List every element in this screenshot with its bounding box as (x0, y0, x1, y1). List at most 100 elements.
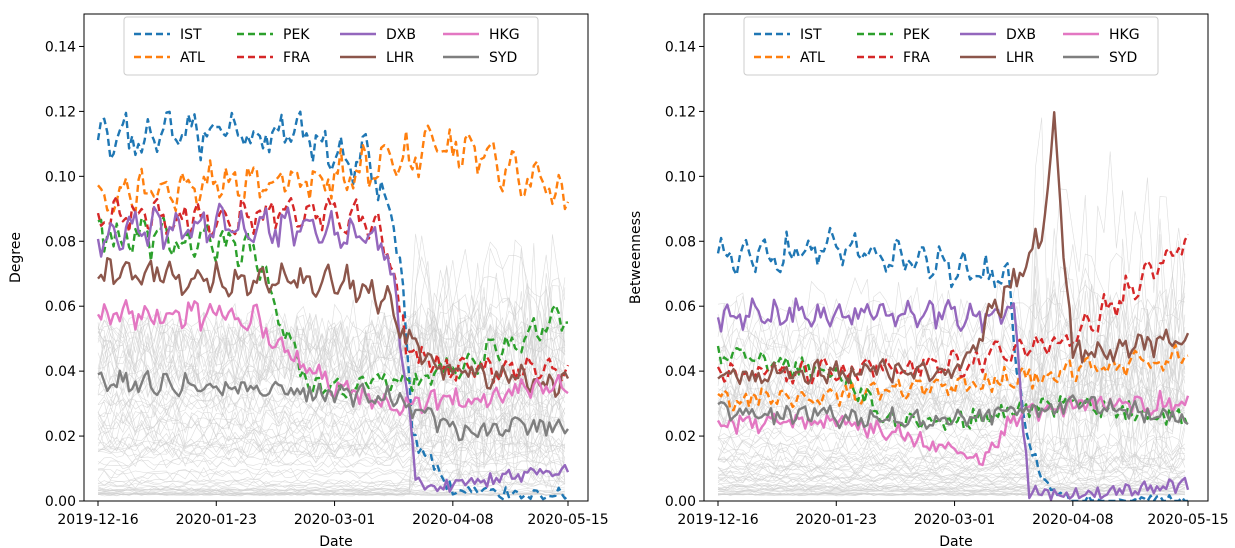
y-tick-label: 0.08 (45, 234, 76, 250)
legend-label-ist: IST (180, 27, 202, 43)
y-tick-label: 0.00 (665, 494, 696, 510)
background-line (97, 323, 566, 351)
background-line (717, 483, 1185, 491)
series-line-ist (96, 110, 569, 501)
x-tick-label: 2020-04-08 (1032, 512, 1113, 528)
series-line-dxb (96, 202, 570, 493)
legend: IST ATL PEK FRA DXB LHR HKG SYD (743, 16, 1159, 76)
series-line-lhr (97, 257, 570, 398)
background-line (717, 450, 1185, 465)
legend-label-dxb: DXB (386, 27, 416, 43)
y-tick-label: 0.10 (45, 169, 76, 185)
legend-label-hkg: HKG (1109, 27, 1140, 43)
legend-label-hkg: HKG (489, 27, 520, 43)
background-line (717, 463, 1185, 472)
background-line (97, 315, 566, 387)
y-axis-label: Degree (8, 232, 24, 283)
plot-area (716, 111, 1190, 501)
background-line (717, 488, 1185, 492)
y-tick-label: 0.08 (665, 234, 696, 250)
background-line (717, 484, 1186, 491)
y-tick-label: 0.02 (665, 429, 696, 445)
background-line (717, 490, 1185, 493)
x-axis-label: Date (319, 534, 352, 548)
background-line (717, 455, 1185, 475)
background-line (717, 441, 1186, 471)
background-lines (717, 117, 1186, 497)
background-line (717, 387, 1186, 420)
y-axis-label: Betweenness (628, 211, 644, 304)
background-lines (97, 233, 566, 497)
background-line (717, 380, 1186, 448)
background-line (717, 362, 1186, 421)
y-tick-label: 0.10 (665, 169, 696, 185)
background-line (97, 368, 566, 404)
background-line (97, 432, 566, 461)
background-line (717, 418, 1186, 496)
legend-label-atl: ATL (180, 50, 205, 66)
legend-label-lhr: LHR (386, 50, 414, 66)
background-line (97, 248, 566, 387)
background-line (97, 491, 565, 495)
chart-panel-1: 0.00 0.02 0.04 0.06 0.08 0.10 0.12 0.14 2019-12-… (8, 13, 609, 548)
series-line-dxb (716, 297, 1190, 501)
x-tick-label: 2020-04-08 (412, 512, 493, 528)
y-tick-label: 0.04 (45, 364, 76, 380)
legend-label-ist: IST (800, 27, 822, 43)
background-line (717, 449, 1186, 479)
series-line-atl (97, 124, 570, 216)
background-line (717, 234, 1186, 415)
series-line-lhr (717, 111, 1190, 385)
background-line (717, 238, 1186, 436)
background-line (717, 474, 1186, 485)
legend-label-dxb: DXB (1006, 27, 1036, 43)
background-line (717, 357, 1186, 481)
background-line (97, 260, 566, 380)
x-tick-label: 2020-03-01 (914, 512, 995, 528)
background-line (717, 279, 1186, 359)
background-line (97, 466, 566, 481)
background-line (717, 317, 1186, 380)
background-line (97, 395, 566, 440)
background-line (97, 405, 566, 437)
y-tick-label: 0.14 (45, 39, 76, 55)
x-tick-label: 2020-05-15 (527, 512, 608, 528)
background-line (717, 471, 1185, 483)
x-tick-label: 2020-01-23 (176, 512, 257, 528)
series-line-pek (716, 345, 1190, 431)
background-line (717, 430, 1186, 457)
background-line (717, 465, 1186, 476)
background-line (97, 380, 566, 457)
background-line (717, 321, 1186, 440)
background-line (98, 353, 566, 396)
background-line (717, 388, 1186, 464)
series-line-syd (97, 369, 569, 442)
series-line-pek (97, 216, 569, 400)
y-tick-label: 0.14 (665, 39, 696, 55)
x-tick-label: 2019-12-16 (677, 512, 758, 528)
legend-label-fra: FRA (283, 50, 310, 66)
legend-label-pek: PEK (903, 27, 930, 43)
background-line (97, 386, 566, 411)
background-line (97, 440, 565, 459)
series-line-ist (716, 226, 1188, 501)
background-line (97, 233, 566, 379)
x-tick-label: 2020-01-23 (796, 512, 877, 528)
legend-box (743, 16, 1159, 76)
axes-frame (703, 13, 1209, 502)
legend-label-syd: SYD (1109, 50, 1137, 66)
background-line (97, 469, 565, 476)
background-line (97, 318, 566, 460)
axes-frame (83, 13, 589, 502)
background-line (717, 480, 1185, 490)
background-line (97, 471, 566, 492)
background-line (97, 323, 566, 359)
background-line (97, 387, 565, 414)
plot-area (96, 110, 570, 501)
background-line (97, 410, 566, 431)
legend-label-lhr: LHR (1006, 50, 1034, 66)
chart-panel-2: 0.00 0.02 0.04 0.06 0.08 0.10 0.12 0.14 2019-12-… (628, 13, 1229, 548)
series-line-fra (96, 195, 570, 385)
y-tick-label: 0.00 (45, 494, 76, 510)
